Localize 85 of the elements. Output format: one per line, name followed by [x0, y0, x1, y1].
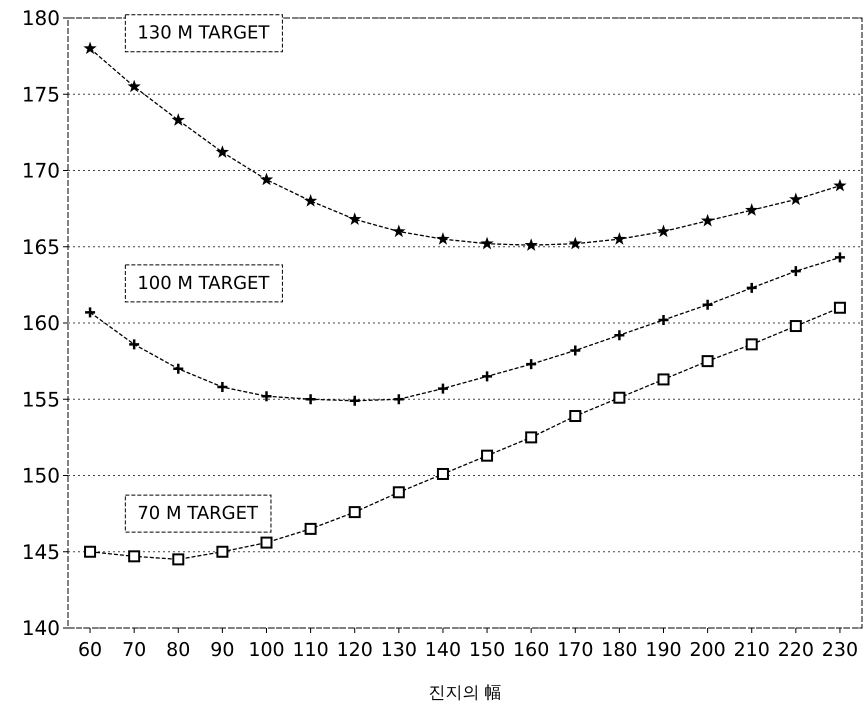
- point: [392, 224, 406, 238]
- point: [613, 392, 626, 404]
- point: [304, 194, 318, 207]
- point: [701, 298, 714, 311]
- point: [216, 145, 230, 158]
- point: [260, 390, 273, 402]
- point: [524, 358, 538, 370]
- point: [745, 282, 758, 294]
- point: [790, 264, 802, 278]
- point: [304, 393, 317, 406]
- x-tick-label: 140: [424, 639, 462, 661]
- x-tick-label: 190: [645, 639, 682, 661]
- y-tick-label: 140: [22, 616, 60, 640]
- x-tick-label: 220: [778, 639, 814, 661]
- text: 100 M TARGET: [137, 272, 270, 294]
- point: [172, 362, 185, 375]
- point: [613, 328, 626, 342]
- x-tick-label: 200: [689, 639, 726, 661]
- point: [658, 373, 670, 386]
- y-tick-label: 170: [22, 158, 60, 182]
- x-tick-label: 130: [380, 639, 417, 661]
- y-tick-label: 180: [22, 6, 60, 30]
- point: [392, 393, 406, 406]
- point: [702, 355, 714, 368]
- point: [128, 80, 141, 92]
- point: [525, 431, 538, 444]
- point: [834, 251, 846, 264]
- point: [128, 338, 140, 351]
- point: [260, 536, 272, 549]
- series-label: 70 M TARGET: [137, 503, 259, 524]
- point: [84, 546, 96, 558]
- point: [436, 382, 450, 395]
- point: [833, 178, 847, 192]
- point: [568, 236, 582, 250]
- point: [304, 522, 317, 535]
- x-tick-label: 150: [468, 639, 506, 661]
- x-tick-label: 180: [601, 639, 638, 661]
- point: [745, 203, 758, 216]
- y-tick-label: 150: [22, 464, 60, 488]
- y-tick-label: 145: [22, 540, 60, 564]
- point: [834, 302, 846, 314]
- x-tick-label: 160: [513, 639, 550, 661]
- y-tick-label: 165: [22, 234, 60, 259]
- x-tick-label: 230: [822, 639, 858, 661]
- point: [436, 468, 449, 480]
- point: [480, 236, 494, 250]
- x-tick-label: 210: [734, 639, 770, 661]
- x-tick-label: 80: [166, 639, 190, 661]
- point: [481, 450, 494, 462]
- point: [172, 113, 185, 126]
- point: [128, 550, 140, 562]
- point: [348, 212, 362, 225]
- point: [83, 42, 97, 54]
- x-tick-label: 90: [210, 639, 234, 661]
- point: [569, 410, 582, 422]
- point: [216, 546, 228, 558]
- point: [746, 338, 758, 350]
- point: [216, 380, 229, 394]
- x-tick-label: 60: [78, 639, 102, 661]
- point: [569, 344, 582, 357]
- point: [392, 486, 405, 498]
- y-tick-label: 155: [22, 387, 60, 412]
- point: [656, 224, 670, 238]
- point: [790, 320, 802, 332]
- point: [789, 192, 802, 206]
- point: [348, 394, 361, 408]
- x-axis-title: 진지의 幅: [428, 683, 502, 703]
- point: [260, 172, 274, 186]
- x-tick-label: 120: [336, 639, 373, 661]
- point: [480, 370, 494, 383]
- point: [700, 214, 714, 226]
- point: [436, 232, 450, 245]
- x-tick-label: 170: [557, 639, 594, 661]
- y-tick-label: 175: [22, 82, 60, 106]
- x-tick-label: 100: [248, 639, 285, 661]
- x-tick-label: 70: [122, 639, 146, 661]
- point: [84, 306, 96, 319]
- point: [524, 238, 538, 251]
- y-tick-label: 160: [22, 311, 60, 335]
- point: [657, 314, 670, 326]
- point: [612, 232, 626, 245]
- x-tick-label: 110: [292, 639, 329, 661]
- series-label: 130 M TARGET: [137, 22, 270, 44]
- point: [172, 553, 184, 566]
- point: [348, 506, 361, 518]
